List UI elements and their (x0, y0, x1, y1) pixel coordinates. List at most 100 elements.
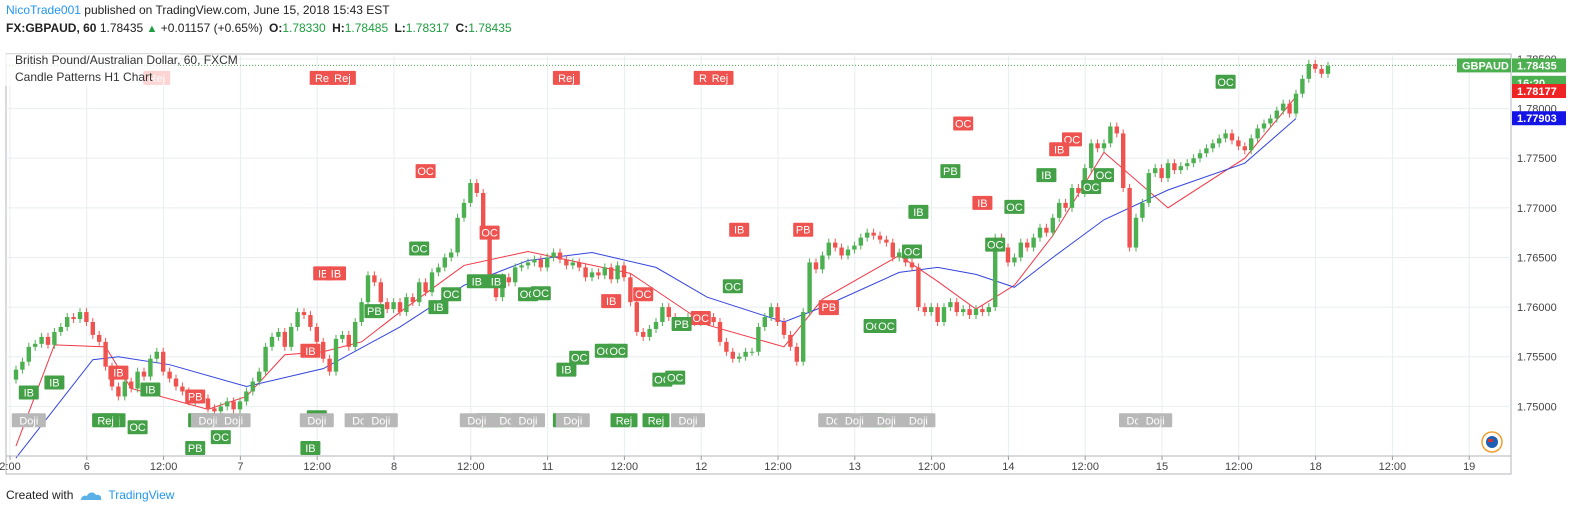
candle-body (653, 322, 659, 329)
candle-body (1249, 138, 1254, 151)
candle-body (551, 252, 556, 258)
candle-body (1172, 163, 1177, 171)
pattern-tag (972, 195, 993, 210)
x-tick-label: 2:00 (0, 461, 21, 473)
ma_slow-line (15, 118, 1297, 459)
candle-body (1063, 202, 1068, 208)
low-value: 1.78317 (405, 21, 450, 35)
candle-body (986, 307, 991, 313)
candle-body (1178, 166, 1183, 171)
pattern-tag-text: Doji (563, 415, 582, 427)
candle-body (538, 259, 543, 268)
pattern-tag (415, 164, 436, 179)
candle-body (52, 331, 57, 345)
candle-body (378, 282, 383, 303)
candle-body (353, 322, 358, 347)
pattern-tag-text: Rej (315, 73, 332, 85)
candle-body (1165, 163, 1171, 179)
candle-body (1223, 133, 1228, 139)
candle-body (167, 371, 172, 379)
candle-body (1281, 103, 1286, 111)
pattern-tag-text: OC (571, 353, 588, 365)
candle-body (1325, 65, 1331, 74)
open-key: O: (268, 21, 283, 35)
pattern-tag (326, 266, 346, 281)
x-tick-label: 12:00 (150, 461, 178, 473)
candle-body (954, 302, 959, 313)
y-tick-label: 1.75000 (1517, 401, 1557, 413)
pattern-tag-text: IB (913, 207, 923, 219)
candle-body (1057, 202, 1062, 218)
pattern-tag (706, 70, 734, 85)
pattern-tag-text: OC (904, 247, 921, 259)
candle-body (103, 341, 108, 367)
author-link[interactable]: NicoTrade001 (6, 3, 81, 17)
pattern-tag-text: OC (129, 422, 146, 434)
price-chart[interactable]: RejRejRejRejRejRejOCOCOCOCOCIBIBIBIBIBIB… (0, 40, 1580, 484)
candle-body (442, 257, 447, 268)
candle-body (26, 346, 31, 362)
candle-body (628, 277, 633, 303)
candle-body (877, 235, 883, 240)
candle-body (756, 326, 761, 352)
pattern-tag-text: PB (188, 443, 203, 455)
pattern-tag (409, 241, 430, 256)
pattern-tag (876, 318, 897, 333)
candle-body (609, 267, 614, 280)
pattern-tag-text: OC (667, 373, 684, 385)
tradingview-link[interactable]: TradingView (79, 488, 174, 502)
candle-body (749, 351, 755, 353)
globe-icon[interactable] (1481, 431, 1503, 453)
pattern-tag-text: IB (24, 387, 34, 399)
candle-body (45, 336, 51, 345)
pattern-tag-text: PB (821, 302, 836, 314)
x-tick-label: 12:00 (611, 461, 639, 473)
close-key: C: (455, 21, 469, 35)
candle-body (487, 232, 492, 278)
candle-body (1069, 188, 1075, 208)
candle-body (589, 272, 595, 278)
candle-body (737, 356, 742, 359)
candle-body (423, 282, 428, 293)
candle-body (922, 307, 927, 313)
candle-body (1012, 257, 1017, 263)
candle-body (583, 267, 588, 278)
candle-body (1159, 168, 1164, 179)
candle-body (929, 307, 934, 313)
x-tick-label: 14 (1002, 461, 1014, 473)
pattern-tag-text: OC (417, 166, 434, 178)
candle-body (455, 217, 460, 253)
candle-body (1153, 168, 1158, 174)
candle-body (129, 381, 134, 389)
pattern-tag (837, 413, 872, 428)
pattern-tag-text: Doji (679, 415, 698, 427)
candle-body (372, 275, 377, 283)
pattern-tag-text: OC (609, 346, 626, 358)
candle-body (852, 245, 857, 250)
x-tick-label: 13 (849, 461, 861, 473)
price-tag-text: 1.78177 (1517, 86, 1557, 98)
candle-body (865, 232, 870, 238)
pattern-tag-text: OC (693, 313, 710, 325)
candle-body (730, 351, 735, 359)
candle-body (1140, 202, 1145, 218)
candle-body (941, 307, 947, 322)
up-triangle-icon: ▲ (146, 23, 158, 35)
candle-body (897, 252, 902, 258)
pattern-tag (216, 413, 251, 428)
pattern-tag (328, 70, 356, 85)
pattern-tag-text: IB (305, 443, 315, 455)
pattern-tag-text: IB (145, 384, 155, 396)
pattern-tag-text: Doji (467, 415, 486, 427)
candle-body (148, 358, 153, 377)
candle-body (1185, 163, 1190, 167)
candle-body (1236, 140, 1241, 147)
candle-body (833, 242, 838, 248)
candle-body (154, 351, 159, 359)
candle-body (90, 322, 95, 335)
pattern-tag-text: PB (796, 225, 811, 237)
candle-body (1210, 143, 1215, 149)
tradingview-brand: TradingView (108, 488, 175, 502)
pattern-tag-text: OC (1083, 182, 1100, 194)
candle-body (244, 391, 249, 402)
